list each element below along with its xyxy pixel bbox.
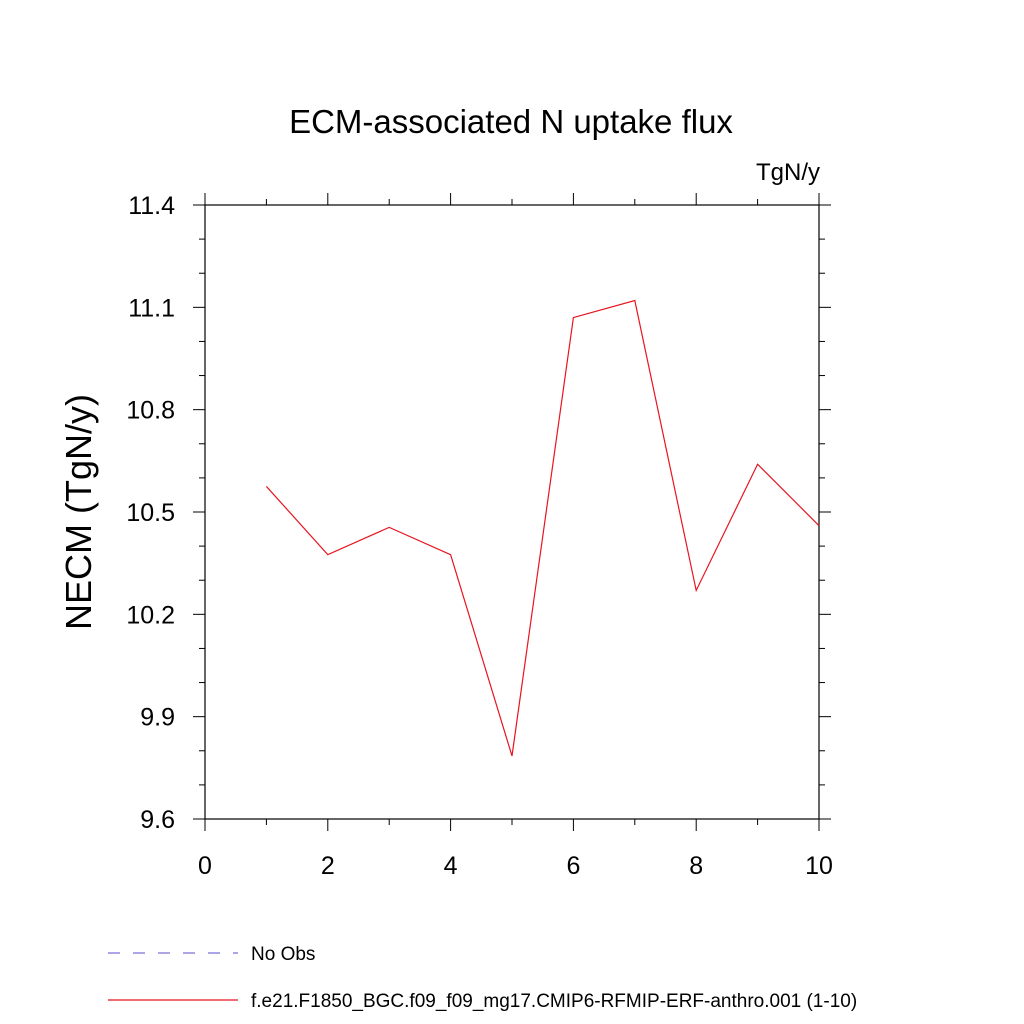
x-tick-label: 0: [198, 852, 212, 880]
y-tick-label: 11.1: [128, 294, 175, 322]
x-tick-label: 10: [805, 852, 833, 880]
units-label: TgN/y: [756, 159, 820, 186]
x-tick-label: 4: [444, 852, 458, 880]
tick-labels: 0 2 4 6 8 10 9.6 9.9 10.2 10.5 10.8 11.1 11.4: [126, 192, 833, 880]
chart-title: ECM-associated N uptake flux: [289, 103, 733, 140]
plot-frame: [204, 204, 820, 820]
y-tick-label: 11.4: [128, 192, 175, 220]
x-tick-label: 2: [321, 852, 335, 880]
y-tick-label: 9.6: [140, 806, 175, 834]
y-tick-label: 10.8: [126, 397, 175, 425]
y-tick-label: 10.2: [126, 601, 175, 629]
legend-label: f.e21.F1850_BGC.f09_f09_mg17.CMIP6-RFMIP…: [251, 991, 857, 1012]
series-line: [265, 299, 820, 757]
series-lines: [265, 299, 820, 757]
y-tick-label: 9.9: [140, 704, 175, 732]
y-tick-label: 10.5: [126, 499, 175, 527]
legend: No Obs f.e21.F1850_BGC.f09_f09_mg17.CMIP6…: [108, 944, 857, 1012]
x-tick-label: 6: [566, 852, 580, 880]
y-axis-label: NECM (TgN/y): [58, 394, 99, 630]
axis-ticks: [193, 193, 831, 831]
legend-label: No Obs: [251, 944, 315, 965]
x-tick-label: 8: [689, 852, 703, 880]
